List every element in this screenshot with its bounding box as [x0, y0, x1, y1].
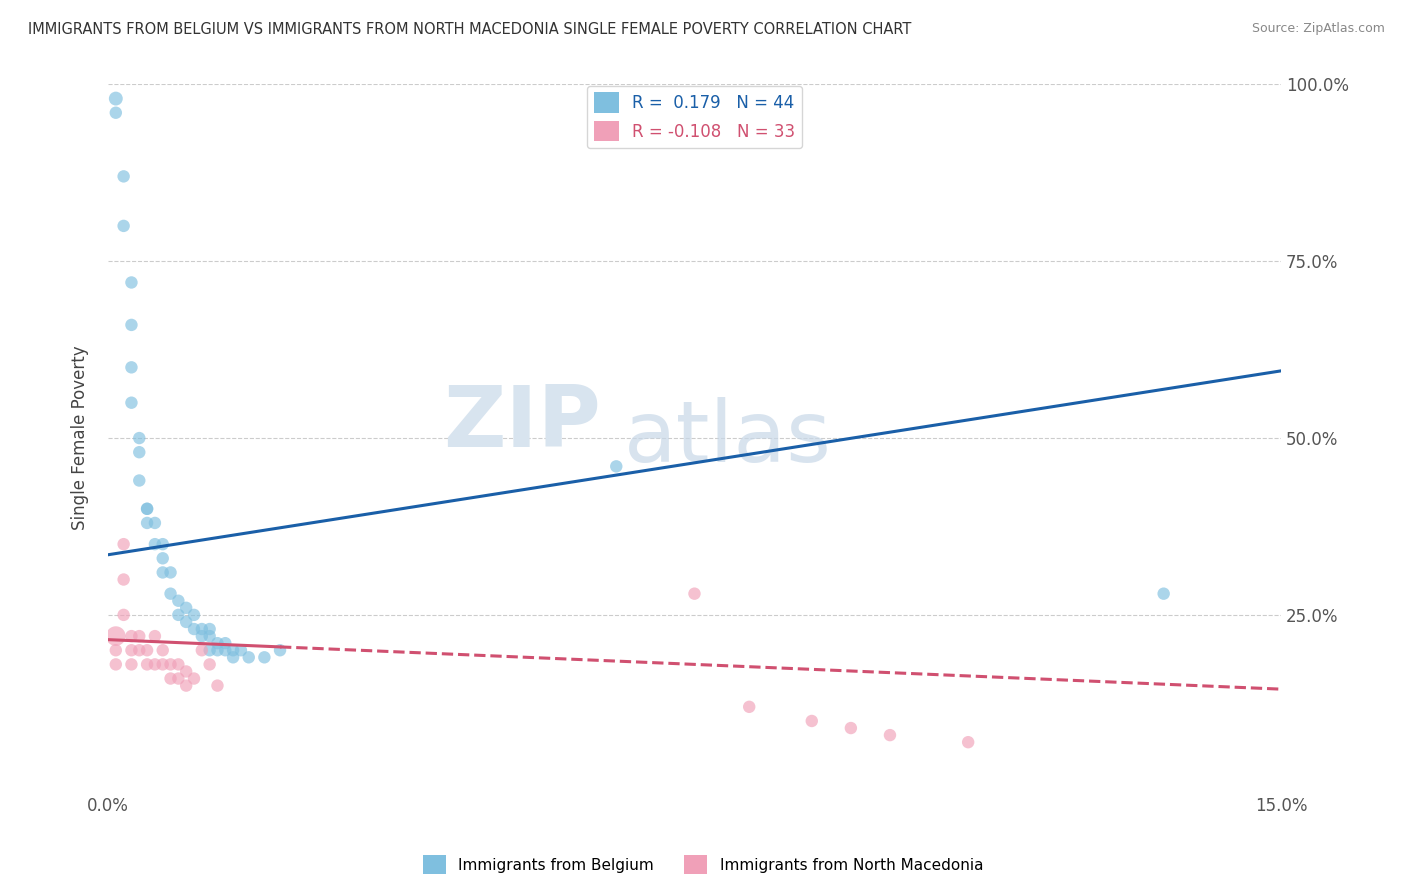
Point	[191, 643, 214, 657]
Point	[104, 629, 127, 643]
Point	[152, 566, 174, 580]
Point	[1153, 587, 1175, 601]
Point	[136, 643, 159, 657]
Point	[191, 629, 214, 643]
Point	[957, 735, 980, 749]
Point	[120, 276, 142, 290]
Point	[198, 622, 221, 636]
Point	[112, 537, 135, 551]
Text: atlas: atlas	[624, 397, 832, 480]
Point	[128, 431, 150, 445]
Legend: Immigrants from Belgium, Immigrants from North Macedonia: Immigrants from Belgium, Immigrants from…	[416, 849, 990, 880]
Point	[174, 600, 197, 615]
Point	[136, 501, 159, 516]
Point	[183, 607, 205, 622]
Point	[128, 629, 150, 643]
Point	[112, 169, 135, 184]
Point	[120, 657, 142, 672]
Point	[214, 643, 236, 657]
Point	[191, 622, 214, 636]
Point	[229, 643, 252, 657]
Point	[112, 219, 135, 233]
Point	[128, 445, 150, 459]
Point	[128, 474, 150, 488]
Point	[159, 587, 181, 601]
Point	[120, 629, 142, 643]
Point	[159, 672, 181, 686]
Point	[839, 721, 862, 735]
Point	[120, 318, 142, 332]
Point	[269, 643, 291, 657]
Point	[152, 657, 174, 672]
Point	[136, 516, 159, 530]
Point	[198, 657, 221, 672]
Legend: R =  0.179   N = 44, R = -0.108   N = 33: R = 0.179 N = 44, R = -0.108 N = 33	[588, 86, 801, 148]
Point	[152, 551, 174, 566]
Point	[167, 593, 190, 607]
Point	[183, 622, 205, 636]
Point	[143, 629, 166, 643]
Point	[120, 643, 142, 657]
Point	[136, 657, 159, 672]
Point	[238, 650, 260, 665]
Point	[167, 657, 190, 672]
Point	[104, 643, 127, 657]
Point	[207, 636, 229, 650]
Point	[120, 360, 142, 375]
Text: ZIP: ZIP	[443, 383, 600, 466]
Point	[159, 566, 181, 580]
Point	[152, 643, 174, 657]
Text: IMMIGRANTS FROM BELGIUM VS IMMIGRANTS FROM NORTH MACEDONIA SINGLE FEMALE POVERTY: IMMIGRANTS FROM BELGIUM VS IMMIGRANTS FR…	[28, 22, 911, 37]
Point	[800, 714, 823, 728]
Point	[683, 587, 706, 601]
Point	[198, 629, 221, 643]
Point	[120, 395, 142, 409]
Point	[143, 657, 166, 672]
Point	[143, 537, 166, 551]
Point	[167, 672, 190, 686]
Point	[152, 537, 174, 551]
Point	[253, 650, 276, 665]
Point	[136, 501, 159, 516]
Point	[738, 699, 761, 714]
Point	[104, 105, 127, 120]
Point	[112, 607, 135, 622]
Point	[104, 657, 127, 672]
Point	[214, 636, 236, 650]
Point	[112, 573, 135, 587]
Point	[222, 643, 245, 657]
Point	[222, 650, 245, 665]
Text: Source: ZipAtlas.com: Source: ZipAtlas.com	[1251, 22, 1385, 36]
Point	[167, 607, 190, 622]
Y-axis label: Single Female Poverty: Single Female Poverty	[72, 346, 89, 531]
Point	[104, 92, 127, 106]
Point	[207, 643, 229, 657]
Point	[198, 643, 221, 657]
Point	[174, 615, 197, 629]
Point	[174, 665, 197, 679]
Point	[143, 516, 166, 530]
Point	[605, 459, 627, 474]
Point	[174, 679, 197, 693]
Point	[879, 728, 901, 742]
Point	[183, 672, 205, 686]
Point	[207, 679, 229, 693]
Point	[159, 657, 181, 672]
Point	[128, 643, 150, 657]
